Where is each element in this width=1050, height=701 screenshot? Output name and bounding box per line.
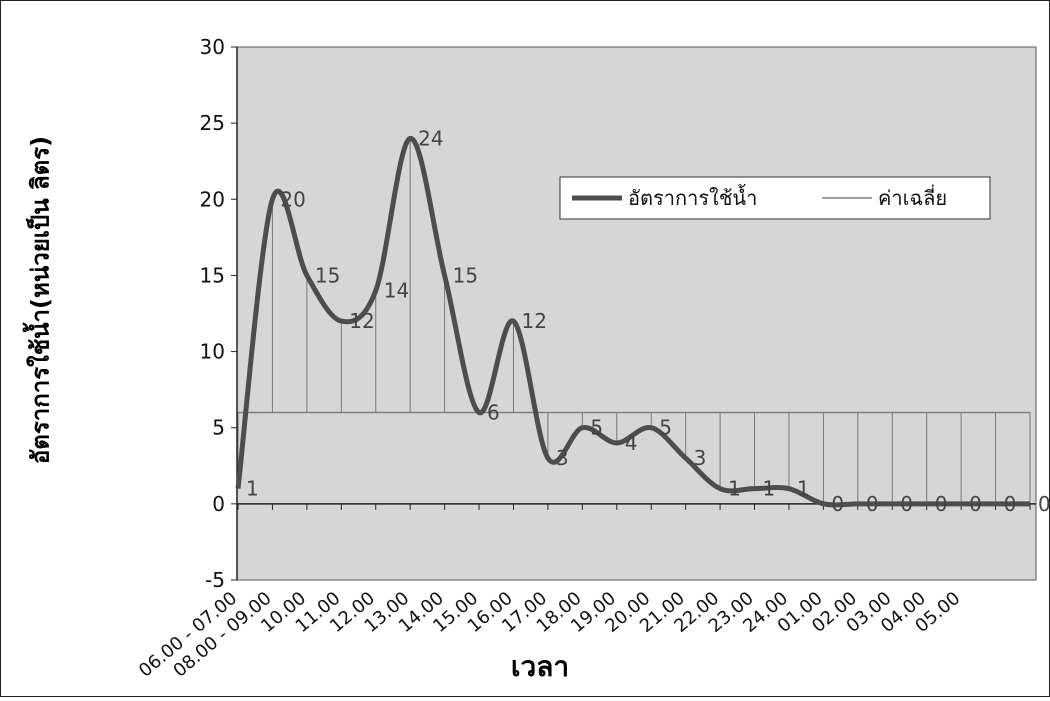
legend-box <box>559 176 991 220</box>
series-water-usage-line <box>235 135 1030 508</box>
y-tick-label: 0 <box>212 492 225 516</box>
data-label: 0 <box>935 492 948 516</box>
y-tick-label: 15 <box>200 263 225 287</box>
y-tick-label: 30 <box>200 35 225 59</box>
data-label: 5 <box>659 416 672 440</box>
data-label: 5 <box>590 416 603 440</box>
y-tick-label: -5 <box>205 568 225 592</box>
y-tick-label: 20 <box>200 187 225 211</box>
data-label: 0 <box>1004 492 1017 516</box>
data-label: 1 <box>728 477 741 501</box>
legend-label-average: ค่าเฉลี่ย <box>878 184 947 210</box>
data-label: 0 <box>900 492 913 516</box>
y-axis-title-text: อัตราการใช้น้ำ(หน่วยเป็น ลิตร) <box>26 135 55 465</box>
data-label: 15 <box>453 263 478 287</box>
data-label: 1 <box>763 477 776 501</box>
data-label: 1 <box>246 477 259 501</box>
data-label: 15 <box>315 263 340 287</box>
legend-label-water-usage: อัตราการใช้น้ำ <box>628 184 757 210</box>
y-tick-label: 10 <box>200 340 225 364</box>
data-label: 14 <box>384 279 409 303</box>
data-label: 00 <box>1038 492 1050 516</box>
data-label: 24 <box>418 126 443 150</box>
plot-area <box>236 46 1037 581</box>
data-label: 4 <box>625 431 638 455</box>
data-label: 0 <box>831 492 844 516</box>
y-tick-label: 25 <box>200 111 225 135</box>
x-axis-title: เวลา <box>510 650 570 683</box>
data-label: 0 <box>866 492 879 516</box>
data-label: 3 <box>556 446 569 470</box>
data-label: 20 <box>280 187 305 211</box>
y-tick-label: 5 <box>212 416 225 440</box>
data-label: 12 <box>349 309 374 333</box>
data-label: 0 <box>969 492 982 516</box>
data-label: 3 <box>694 446 707 470</box>
y-axis-title: อัตราการใช้น้ำ(หน่วยเป็น ลิตร) <box>10 85 70 515</box>
data-label: 12 <box>521 309 546 333</box>
data-label: 6 <box>487 400 500 424</box>
data-label: 1 <box>797 477 810 501</box>
